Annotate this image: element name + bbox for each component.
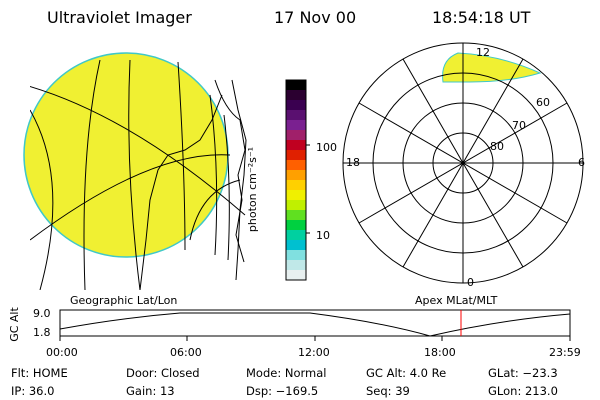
colorbar-tick-10: 10 bbox=[316, 229, 330, 242]
geographic-image bbox=[23, 52, 247, 290]
colorbar-swatch bbox=[286, 260, 306, 271]
colorbar-swatch bbox=[286, 190, 306, 201]
colorbar-swatch bbox=[286, 240, 306, 251]
colorbar-swatch bbox=[286, 170, 306, 181]
colorbar-swatch bbox=[286, 150, 306, 161]
gc-alt-status: GC Alt: 4.0 Re bbox=[366, 366, 447, 380]
mlt-0-label: 0 bbox=[467, 276, 474, 289]
altitude-ylabel: GC Alt bbox=[7, 307, 21, 342]
colorbar-swatch bbox=[286, 110, 306, 121]
mlat-60-label: 60 bbox=[536, 96, 550, 109]
glon-status: GLon: 213.0 bbox=[488, 384, 558, 398]
mlt-6-label: 6 bbox=[578, 156, 585, 169]
time-label: 18:54:18 UT bbox=[432, 8, 531, 27]
colorbar-swatch bbox=[286, 220, 306, 231]
colorbar-swatch bbox=[286, 200, 306, 211]
colorbar-swatch bbox=[286, 130, 306, 141]
time-tick-00: 00:00 bbox=[46, 346, 78, 359]
altitude-plot bbox=[59, 309, 571, 341]
colorbar-tick-100: 100 bbox=[316, 141, 337, 154]
mlt-12-label: 12 bbox=[476, 46, 490, 59]
mlat-70-label: 70 bbox=[512, 119, 526, 132]
mlt-18-label: 18 bbox=[346, 156, 360, 169]
altitude-tick-9: 9.0 bbox=[33, 307, 51, 320]
ip-status: IP: 36.0 bbox=[11, 384, 55, 398]
colorbar-frame bbox=[285, 79, 307, 281]
colorbar-swatch bbox=[286, 80, 306, 91]
colorbar-swatch bbox=[286, 90, 306, 101]
colorbar-swatch bbox=[286, 120, 306, 131]
colorbar-swatch bbox=[286, 100, 306, 111]
time-tick-2359: 23:59 bbox=[549, 346, 581, 359]
time-tick-12: 12:00 bbox=[298, 346, 330, 359]
dsp-status: Dsp: −169.5 bbox=[246, 384, 319, 398]
time-tick-06: 06:00 bbox=[170, 346, 202, 359]
colorbar-swatch bbox=[286, 210, 306, 221]
colorbar-swatch bbox=[286, 160, 306, 171]
apex-panel-label: Apex MLat/MLT bbox=[415, 294, 498, 307]
mode-status: Mode: Normal bbox=[246, 366, 327, 380]
mlat-80-label: 80 bbox=[490, 140, 504, 153]
seq-status: Seq: 39 bbox=[366, 384, 410, 398]
date-label: 17 Nov 00 bbox=[274, 8, 357, 27]
colorbar-swatch bbox=[286, 250, 306, 261]
time-tick-18: 18:00 bbox=[424, 346, 456, 359]
colorbar-swatch bbox=[286, 230, 306, 241]
altitude-curve bbox=[59, 312, 571, 337]
earth-disk bbox=[23, 52, 229, 258]
geographic-panel-label: Geographic Lat/Lon bbox=[70, 294, 178, 307]
altitude-tick-1-8: 1.8 bbox=[33, 326, 51, 339]
colorbar bbox=[285, 79, 310, 281]
polar-plot bbox=[342, 42, 584, 284]
colorbar-swatch bbox=[286, 140, 306, 151]
aurora-patch bbox=[442, 52, 542, 83]
door-status: Door: Closed bbox=[126, 366, 200, 380]
colorbar-swatch bbox=[286, 180, 306, 191]
colorbar-unit-label: photon cm⁻²s⁻¹ bbox=[246, 146, 260, 233]
gain-status: Gain: 13 bbox=[126, 384, 175, 398]
instrument-title: Ultraviolet Imager bbox=[47, 8, 192, 27]
flight-status: Flt: HOME bbox=[11, 366, 68, 380]
colorbar-swatch bbox=[286, 270, 306, 281]
glat-status: GLat: −23.3 bbox=[488, 366, 558, 380]
